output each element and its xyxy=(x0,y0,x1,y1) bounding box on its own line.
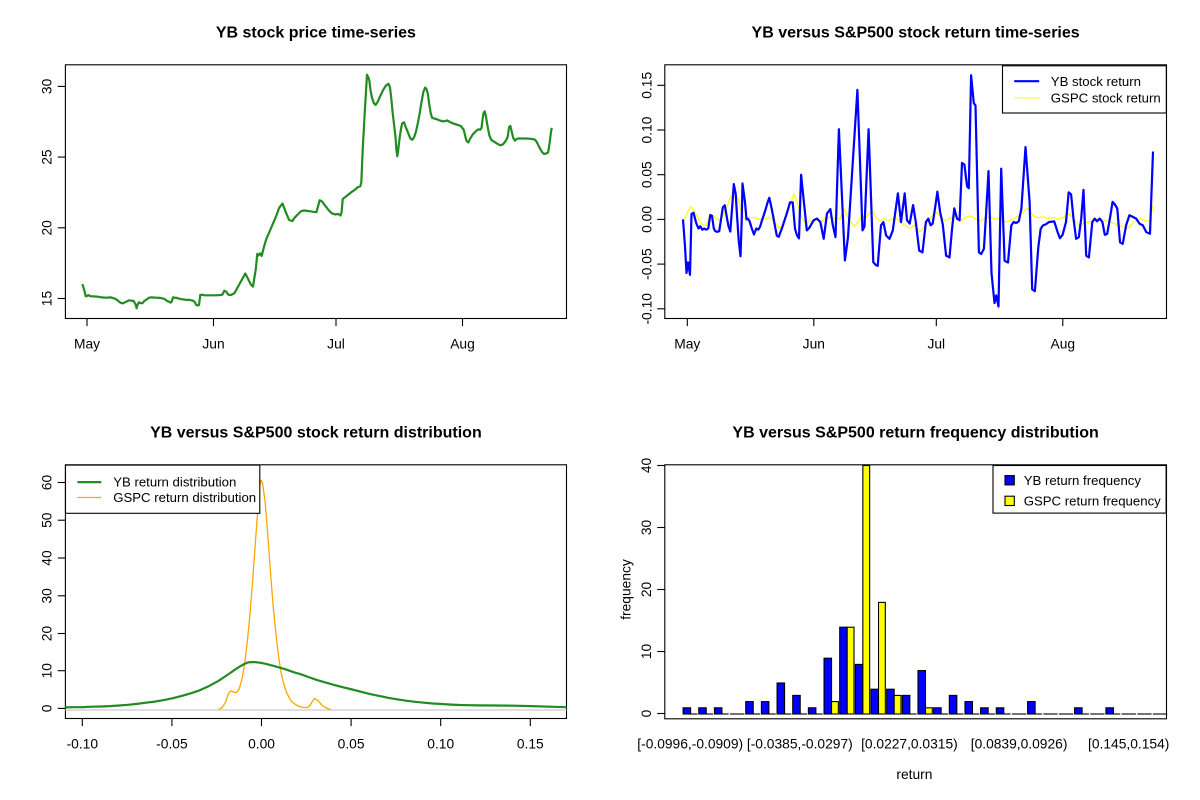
svg-text:10: 10 xyxy=(639,644,654,660)
svg-text:[-0.0385,-0.0297): [-0.0385,-0.0297) xyxy=(747,736,853,751)
svg-text:YB return distribution: YB return distribution xyxy=(113,475,236,490)
svg-text:15: 15 xyxy=(40,291,55,307)
svg-text:-0.10: -0.10 xyxy=(640,293,655,325)
svg-text:GSPC return frequency: GSPC return frequency xyxy=(1024,494,1161,509)
svg-text:0.10: 0.10 xyxy=(640,116,655,143)
svg-text:May: May xyxy=(674,336,700,351)
svg-text:May: May xyxy=(74,336,100,351)
svg-text:-0.10: -0.10 xyxy=(67,736,99,751)
svg-text:25: 25 xyxy=(40,149,55,165)
svg-text:-0.05: -0.05 xyxy=(640,248,655,280)
svg-text:-0.05: -0.05 xyxy=(156,736,188,751)
svg-text:Aug: Aug xyxy=(1051,336,1076,351)
svg-text:30: 30 xyxy=(40,78,55,94)
svg-text:GSPC stock return: GSPC stock return xyxy=(1051,91,1161,106)
svg-text:20: 20 xyxy=(40,220,55,236)
svg-text:frequency: frequency xyxy=(619,559,634,620)
svg-text:[0.145,0.154): [0.145,0.154) xyxy=(1088,736,1169,751)
svg-text:0: 0 xyxy=(40,704,55,712)
svg-text:0.00: 0.00 xyxy=(248,736,275,751)
svg-text:YB versus S&P500 return freque: YB versus S&P500 return frequency distri… xyxy=(732,425,1098,442)
svg-text:60: 60 xyxy=(40,475,55,491)
svg-text:0.05: 0.05 xyxy=(640,161,655,188)
svg-text:40: 40 xyxy=(40,550,55,566)
svg-text:YB versus S&P500 stock return: YB versus S&P500 stock return distributi… xyxy=(150,425,482,442)
svg-text:30: 30 xyxy=(40,588,55,604)
svg-text:GSPC return distribution: GSPC return distribution xyxy=(113,490,256,505)
svg-text:return: return xyxy=(896,767,932,782)
svg-text:YB versus S&P500 stock return: YB versus S&P500 stock return time-serie… xyxy=(752,25,1080,42)
svg-text:50: 50 xyxy=(40,512,55,528)
svg-text:0.15: 0.15 xyxy=(640,72,655,99)
svg-text:[0.0227,0.0315): [0.0227,0.0315) xyxy=(861,736,958,751)
svg-text:0.15: 0.15 xyxy=(517,736,544,751)
svg-text:Jun: Jun xyxy=(803,336,825,351)
svg-text:0: 0 xyxy=(639,709,654,717)
svg-text:40: 40 xyxy=(639,458,654,474)
svg-text:Jul: Jul xyxy=(327,336,345,351)
svg-text:20: 20 xyxy=(40,626,55,642)
svg-text:YB stock return: YB stock return xyxy=(1051,74,1141,89)
svg-text:30: 30 xyxy=(639,520,654,536)
svg-text:Jun: Jun xyxy=(202,336,224,351)
svg-text:YB stock price time-series: YB stock price time-series xyxy=(216,25,416,42)
svg-text:20: 20 xyxy=(639,582,654,598)
svg-text:10: 10 xyxy=(40,663,55,679)
svg-text:Aug: Aug xyxy=(450,336,475,351)
svg-text:0.05: 0.05 xyxy=(338,736,365,751)
svg-text:0.00: 0.00 xyxy=(640,206,655,233)
svg-text:0.10: 0.10 xyxy=(427,736,454,751)
svg-text:Jul: Jul xyxy=(927,336,945,351)
svg-text:[-0.0996,-0.0909): [-0.0996,-0.0909) xyxy=(637,736,743,751)
svg-text:[0.0839,0.0926): [0.0839,0.0926) xyxy=(971,736,1068,751)
svg-text:YB return frequency: YB return frequency xyxy=(1024,473,1142,488)
